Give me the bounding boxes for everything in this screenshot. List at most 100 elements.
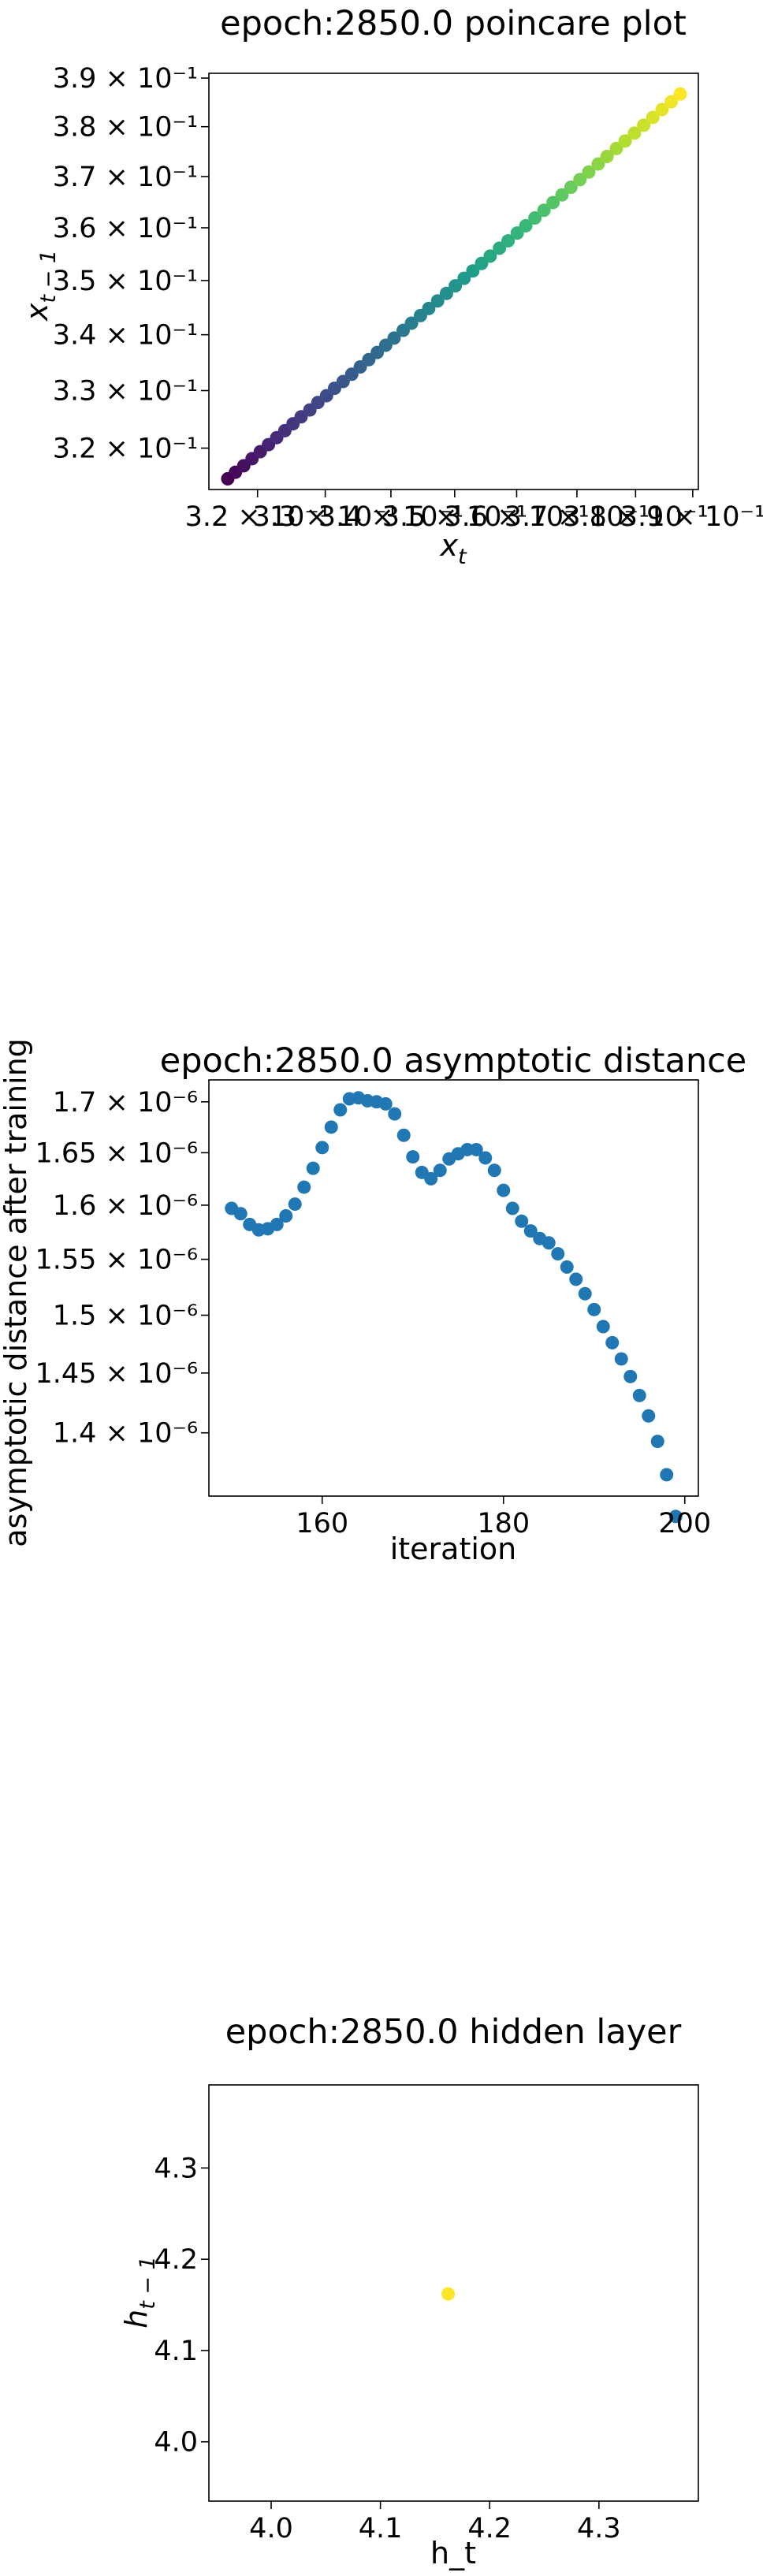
y-tick-label: 4.2 xyxy=(154,2244,198,2276)
data-point xyxy=(623,1369,638,1383)
y-tick-label: 3.8 × 10⁻¹ xyxy=(53,112,198,143)
data-point xyxy=(564,181,578,195)
data-point xyxy=(378,1096,393,1111)
data-point xyxy=(457,271,471,285)
y-tick-label: 1.4 × 10⁻⁶ xyxy=(53,1418,198,1450)
distance-points xyxy=(225,1091,683,1524)
y-axis-label: asymptotic distance after training xyxy=(0,1038,33,1547)
poincare-points xyxy=(221,87,687,486)
plot-frame xyxy=(208,2084,699,2502)
data-point xyxy=(664,95,679,109)
y-tick-label: 1.6 × 10⁻⁶ xyxy=(53,1190,198,1222)
x-tick-label: 200 xyxy=(658,1508,711,1539)
data-point xyxy=(632,1388,646,1402)
data-point xyxy=(497,1183,511,1197)
poincare-chart: epoch:2850.0 poincare plot 3.2 × 10⁻¹3.3… xyxy=(20,4,763,569)
x-ticks: 160 180 200 xyxy=(296,1496,711,1539)
x-tick-label: 4.1 xyxy=(359,2513,403,2544)
data-point xyxy=(646,110,660,125)
data-point xyxy=(660,1468,674,1482)
data-point xyxy=(605,1335,620,1349)
x-tick-label: 3.5 × 10⁻¹ xyxy=(382,501,527,533)
x-tick-label: 4.3 xyxy=(577,2513,621,2544)
x-axis-label: h_t xyxy=(430,2536,476,2570)
chart-title: epoch:2850.0 asymptotic distance xyxy=(160,1041,746,1081)
data-point xyxy=(466,264,480,278)
x-tick-label: 160 xyxy=(296,1508,348,1539)
x-tick-label: 3.9 × 10⁻¹ xyxy=(620,501,763,533)
data-point xyxy=(569,1272,583,1286)
data-point xyxy=(483,249,497,263)
chart-title: epoch:2850.0 hidden layer xyxy=(225,2012,682,2052)
data-point xyxy=(279,1208,293,1223)
data-point xyxy=(587,1302,601,1316)
data-point xyxy=(487,1163,501,1178)
data-point xyxy=(404,316,419,330)
data-point xyxy=(555,188,569,202)
data-point xyxy=(642,1409,656,1423)
data-point xyxy=(519,218,533,233)
x-tick-label: 3.8 × 10⁻¹ xyxy=(563,501,708,533)
x-tick-label: 3.3 × 10⁻¹ xyxy=(252,501,397,533)
y-tick-label: 4.3 xyxy=(154,2153,198,2184)
data-point xyxy=(609,141,623,155)
x-tick-label: 180 xyxy=(477,1508,530,1539)
y-tick-label: 3.5 × 10⁻¹ xyxy=(53,266,198,297)
data-point xyxy=(430,294,445,308)
y-tick-label: 1.45 × 10⁻⁶ xyxy=(35,1358,198,1390)
y-tick-label: 1.7 × 10⁻⁶ xyxy=(53,1087,198,1119)
data-point xyxy=(596,1320,610,1334)
x-tick-label: 4.2 xyxy=(467,2513,512,2544)
data-point xyxy=(288,1197,302,1212)
data-point xyxy=(578,1286,592,1301)
y-tick-label: 3.4 × 10⁻¹ xyxy=(53,320,198,352)
y-tick-label: 3.9 × 10⁻¹ xyxy=(53,63,198,95)
data-point xyxy=(297,1180,311,1194)
data-point xyxy=(515,1214,529,1228)
data-point xyxy=(441,2287,456,2301)
data-point xyxy=(546,195,560,210)
x-tick-label: 3.6 × 10⁻¹ xyxy=(444,501,589,533)
y-tick-label: 4.1 xyxy=(154,2336,198,2367)
data-point xyxy=(627,126,642,140)
y-tick-label: 3.6 × 10⁻¹ xyxy=(53,213,198,244)
y-tick-label: 3.7 × 10⁻¹ xyxy=(53,162,198,193)
data-point xyxy=(324,1120,338,1134)
x-ticks: 4.0 4.1 4.2 4.3 xyxy=(249,2501,621,2544)
data-point xyxy=(422,301,436,315)
data-point xyxy=(448,279,463,293)
data-point xyxy=(537,203,551,218)
chart-title: epoch:2850.0 poincare plot xyxy=(220,4,687,43)
y-ticks: 1.4 × 10⁻⁶ 1.45 × 10⁻⁶ 1.5 × 10⁻⁶ 1.55 × 10… xyxy=(35,1087,209,1450)
data-point xyxy=(591,157,605,171)
x-tick-label: 3.7 × 10⁻¹ xyxy=(504,501,649,533)
data-point xyxy=(387,331,401,345)
data-point xyxy=(333,1103,348,1117)
data-point xyxy=(406,1150,420,1164)
data-point xyxy=(528,211,542,225)
plot-frame xyxy=(208,1079,699,1497)
y-ticks: 4.0 4.1 4.2 4.3 xyxy=(154,2153,209,2459)
asymptotic-distance-chart: epoch:2850.0 asymptotic distance 1.4 × 1… xyxy=(0,1038,746,1566)
data-point xyxy=(388,1107,402,1121)
data-point xyxy=(673,87,687,101)
y-axis-label: xt − 1 xyxy=(20,250,61,322)
y-tick-label: 1.55 × 10⁻⁶ xyxy=(35,1245,198,1276)
data-point xyxy=(505,1201,519,1215)
data-point xyxy=(573,173,587,187)
x-ticks: 3.2 × 10⁻¹3.3 × 10⁻¹3.4 × 10⁻¹3.5 × 10⁻¹… xyxy=(185,490,763,533)
data-point xyxy=(582,165,596,179)
data-point xyxy=(614,1352,628,1366)
data-point xyxy=(523,1224,538,1238)
data-point xyxy=(618,134,632,148)
data-point xyxy=(637,118,651,132)
data-point xyxy=(501,234,515,248)
data-point xyxy=(315,1141,329,1155)
data-point xyxy=(439,286,453,300)
hidden-layer-chart: epoch:2850.0 hidden layer 4.0 4.1 4.2 4.3 4… xyxy=(119,2012,699,2570)
data-point xyxy=(433,1163,447,1178)
data-point xyxy=(396,1128,411,1142)
y-tick-label: 4.0 xyxy=(154,2427,198,2459)
data-point xyxy=(469,1142,483,1156)
x-tick-label: 3.2 × 10⁻¹ xyxy=(185,501,330,533)
